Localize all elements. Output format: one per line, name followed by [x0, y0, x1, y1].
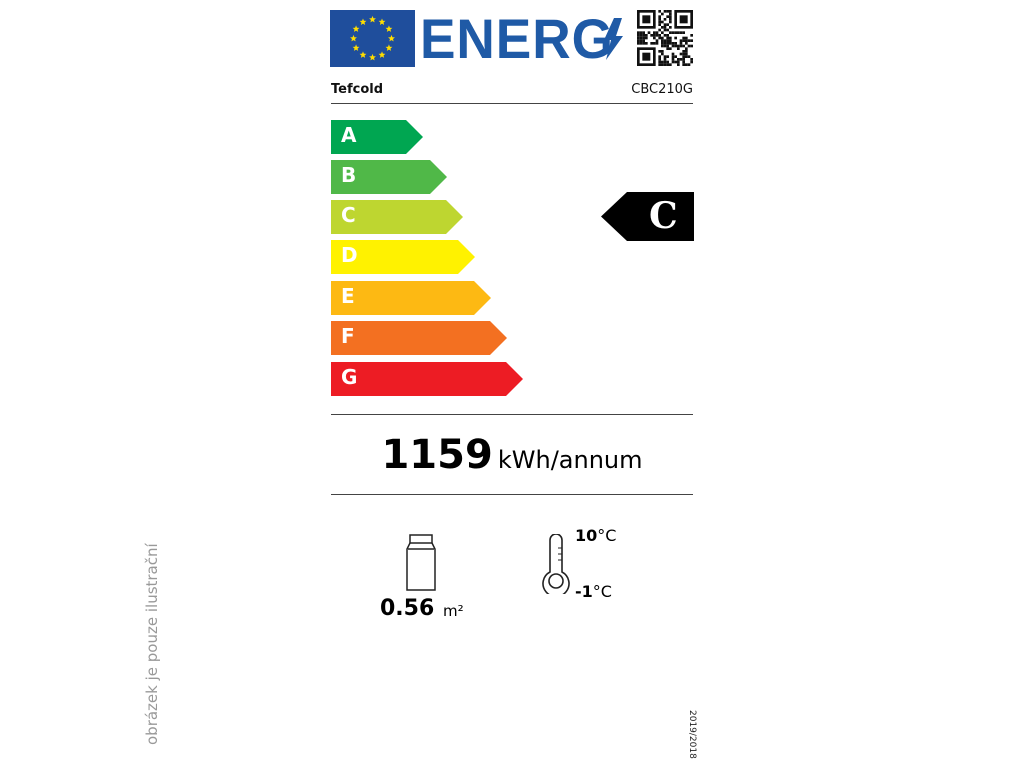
energy-class-label: C [649, 195, 678, 237]
energy-class-letter: C [341, 203, 356, 227]
temperature-max: 10°C [575, 526, 616, 545]
energy-class-bar-g: G [331, 362, 523, 396]
energy-class-letter: D [341, 243, 358, 267]
temp-min-value: -1 [575, 582, 593, 601]
energy-class-bar-c: C [331, 200, 463, 234]
energy-class-letter: F [341, 324, 355, 348]
lightning-bolt-icon [604, 18, 623, 60]
divider [331, 414, 693, 415]
energy-logo-text: ENERG [420, 7, 614, 70]
temp-unit: °C [597, 526, 617, 545]
display-area-value: 0.56 [380, 596, 435, 621]
display-area-unit: m² [443, 602, 464, 620]
energy-class-bar-f: F [331, 321, 507, 355]
energy-class-bar-e: E [331, 281, 491, 315]
temp-unit: °C [592, 582, 612, 601]
supplier-name: Tefcold [331, 82, 384, 97]
consumption-value: 1159 [381, 432, 493, 478]
energy-class-bar-b: B [331, 160, 447, 194]
qr-code-icon[interactable] [637, 10, 693, 66]
energy-class-bar-d: D [331, 240, 475, 274]
display-area-icon [406, 534, 436, 591]
model-identifier: CBC210G [631, 82, 693, 97]
eu-flag-icon [330, 10, 415, 67]
energy-class-letter: E [341, 284, 355, 308]
thermometer-icon [542, 534, 570, 594]
energy-consumption: 1159 kWh/annum [331, 432, 693, 478]
consumption-unit: kWh/annum [497, 446, 643, 474]
regulation-number: 2019/2018 [687, 710, 697, 759]
temperature-min: -1°C [575, 582, 612, 601]
divider [331, 494, 693, 495]
energy-class-letter: B [341, 163, 357, 187]
energy-class-bar-a: A [331, 120, 423, 154]
energy-class-letter: G [341, 365, 358, 389]
temp-max-value: 10 [575, 526, 598, 545]
energy-class-indicator: C [601, 192, 694, 245]
illustration-note: obrázek je pouze ilustrační [143, 543, 161, 745]
energy-class-letter: A [341, 123, 357, 147]
divider [331, 103, 693, 104]
